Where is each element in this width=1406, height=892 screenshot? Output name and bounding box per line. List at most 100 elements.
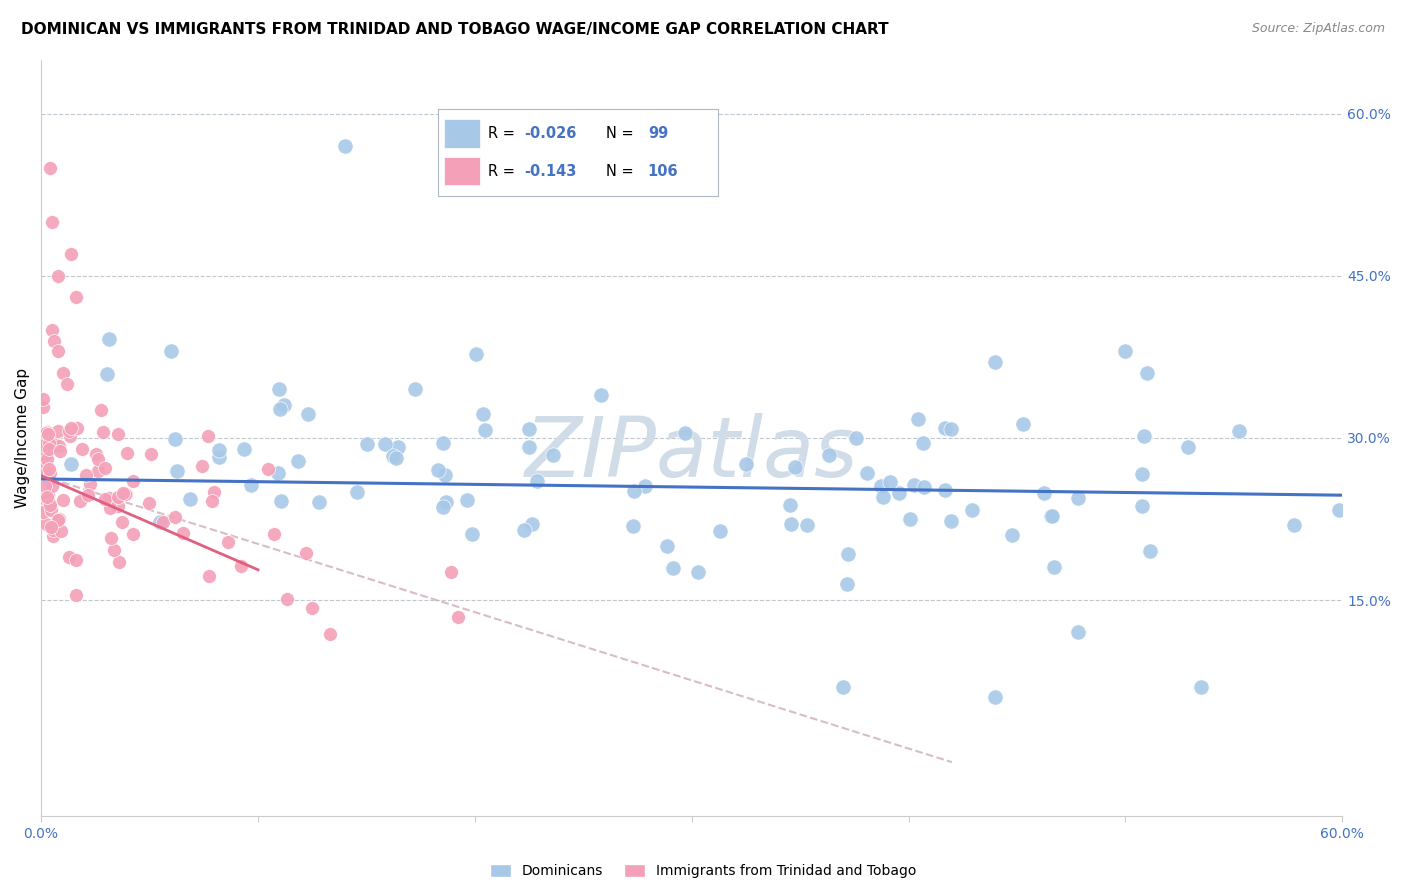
- Point: [709, 524, 731, 539]
- Point: [32, 400, 55, 414]
- Point: [103, 543, 125, 558]
- Point: [32, 491, 55, 506]
- Point: [308, 495, 330, 509]
- Point: [35, 447, 58, 461]
- Point: [49, 524, 72, 538]
- Point: [907, 412, 929, 426]
- Point: [870, 479, 893, 493]
- Point: [229, 558, 252, 573]
- Point: [433, 468, 456, 483]
- Point: [1033, 485, 1056, 500]
- Point: [276, 592, 298, 607]
- Point: [114, 487, 136, 501]
- Point: [93, 491, 115, 506]
- Point: [387, 441, 409, 455]
- Point: [60, 421, 83, 435]
- Point: [1133, 428, 1156, 442]
- Point: [796, 518, 818, 533]
- Point: [32, 460, 55, 475]
- Point: [35, 517, 58, 532]
- Text: DOMINICAN VS IMMIGRANTS FROM TRINIDAD AND TOBAGO WAGE/INCOME GAP CORRELATION CHA: DOMINICAN VS IMMIGRANTS FROM TRINIDAD AN…: [21, 22, 889, 37]
- Point: [374, 437, 396, 451]
- Point: [38, 461, 60, 475]
- Point: [208, 442, 231, 457]
- Point: [1043, 560, 1066, 574]
- Point: [38, 442, 60, 457]
- Point: [34, 479, 56, 493]
- Point: [37, 426, 59, 441]
- Point: [785, 459, 807, 474]
- Point: [1136, 366, 1159, 380]
- Point: [1040, 509, 1063, 524]
- Point: [41, 323, 63, 337]
- Point: [1139, 544, 1161, 558]
- Point: [447, 610, 470, 624]
- Point: [165, 510, 187, 524]
- Point: [190, 459, 212, 474]
- Point: [112, 486, 135, 500]
- Point: [301, 601, 323, 615]
- Point: [934, 483, 956, 497]
- Point: [621, 518, 644, 533]
- Point: [887, 486, 910, 500]
- Point: [240, 477, 263, 491]
- Point: [1011, 417, 1033, 432]
- Point: [872, 491, 894, 505]
- Point: [273, 399, 295, 413]
- Point: [38, 466, 60, 480]
- Point: [108, 555, 131, 569]
- Point: [934, 421, 956, 435]
- Point: [984, 690, 1007, 705]
- Point: [1067, 491, 1090, 506]
- Y-axis label: Wage/Income Gap: Wage/Income Gap: [15, 368, 30, 508]
- Point: [38, 473, 60, 487]
- Point: [152, 515, 174, 529]
- Point: [879, 475, 901, 489]
- Point: [65, 553, 87, 567]
- Point: [217, 535, 239, 549]
- Point: [856, 467, 879, 481]
- Point: [356, 437, 378, 451]
- Point: [520, 517, 543, 532]
- Point: [91, 425, 114, 439]
- Point: [35, 469, 58, 483]
- Point: [960, 503, 983, 517]
- Point: [257, 462, 280, 476]
- Point: [32, 426, 55, 441]
- Point: [122, 474, 145, 488]
- Point: [201, 494, 224, 508]
- Point: [56, 376, 79, 391]
- Point: [48, 439, 70, 453]
- Point: [96, 367, 118, 381]
- Point: [37, 490, 59, 504]
- Point: [903, 477, 925, 491]
- Point: [440, 565, 463, 579]
- Point: [37, 488, 59, 502]
- Point: [42, 529, 65, 543]
- Point: [35, 466, 58, 480]
- Point: [939, 515, 962, 529]
- Point: [98, 332, 121, 346]
- Point: [60, 247, 83, 261]
- Point: [42, 523, 65, 537]
- Point: [263, 526, 285, 541]
- Point: [1282, 517, 1305, 532]
- Point: [384, 450, 406, 465]
- Point: [98, 491, 121, 505]
- Point: [41, 437, 63, 451]
- Point: [77, 488, 100, 502]
- Point: [166, 465, 188, 479]
- Point: [117, 446, 139, 460]
- Point: [673, 425, 696, 440]
- Point: [735, 457, 758, 471]
- Point: [456, 493, 478, 508]
- Point: [898, 511, 921, 525]
- Point: [149, 515, 172, 529]
- Point: [1189, 680, 1212, 694]
- Point: [90, 403, 112, 417]
- Point: [513, 523, 536, 537]
- Point: [382, 449, 405, 463]
- Point: [48, 511, 70, 525]
- Point: [1066, 624, 1088, 639]
- Point: [269, 382, 291, 396]
